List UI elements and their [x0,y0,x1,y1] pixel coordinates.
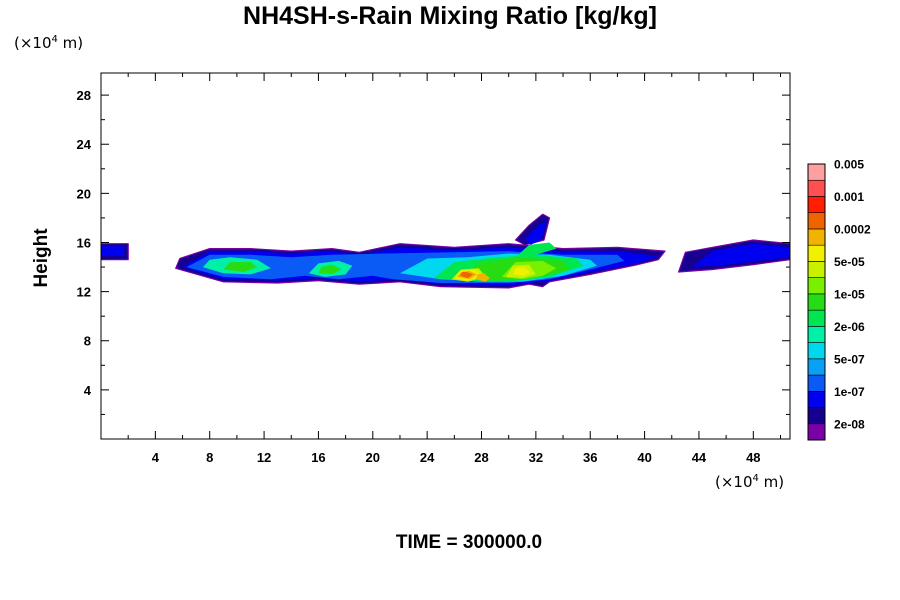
colorbar-label: 0.0002 [834,222,871,236]
colorbar-swatch [807,163,826,181]
y-tick-label: 12 [77,285,91,300]
x-tick-label: 44 [692,450,707,465]
contour-layer [101,213,790,289]
y-unit-label: (×104 m) [14,34,84,52]
colorbar-swatch [807,407,826,425]
colorbar-label: 2e-06 [834,320,865,334]
x-tick-label: 24 [420,450,435,465]
colorbar-swatch [807,358,826,376]
x-tick-label: 12 [257,450,271,465]
colorbar-swatch [807,261,826,278]
x-tick-label: 16 [311,450,325,465]
plot-frame [100,72,791,440]
colorbar-swatch [807,293,826,311]
x-tick-label: 40 [637,450,651,465]
y-tick-label: 28 [77,88,91,103]
colorbar-swatch [807,228,826,246]
contour-region [692,243,790,268]
x-tick-label: 4 [152,450,160,465]
colorbar-label: 2e-08 [834,417,865,431]
colorbar-swatch [807,244,826,262]
contour-region [459,272,474,279]
colorbar-label: 0.001 [834,190,864,204]
x-tick-label: 48 [746,450,760,465]
y-tick-label: 16 [77,235,91,250]
x-tick-label: 32 [529,450,543,465]
colorbar-swatch [807,309,826,327]
contour-region [515,242,557,258]
x-unit-label: (×104 m) [715,473,785,491]
contour-region [525,220,547,245]
x-tick-label: 36 [583,450,597,465]
colorbar-swatch [807,342,826,360]
chart-title: NH4SH-s-Rain Mixing Ratio [kg/kg] [243,2,657,30]
y-tick-label: 24 [77,137,92,152]
x-tick-label: 8 [206,450,213,465]
contour-region [318,264,342,275]
colorbar-swatch [807,326,826,343]
colorbar-label: 1e-07 [834,385,865,399]
colorbar-label: 5e-05 [834,255,865,269]
contour-region [476,273,490,282]
colorbar-frame [807,163,826,441]
x-tick-label: 28 [474,450,488,465]
colorbar-swatch [807,196,826,214]
contour-region [512,267,531,276]
colorbar-swatch [807,277,826,295]
colorbar-swatch [807,423,826,441]
y-tick-label: 4 [84,383,92,398]
contour-region [101,246,125,256]
contour-region [223,262,258,272]
colorbar-label: 1e-05 [834,287,865,301]
time-label: TIME = 300000.0 [395,532,543,553]
colorbar-label: 0.005 [834,158,864,172]
colorbar-swatch [807,374,826,392]
y-tick-label: 8 [84,334,91,349]
colorbar-swatch [807,390,826,408]
colorbar-label: 5e-07 [834,352,865,366]
colorbar-swatch [807,179,826,197]
x-tick-label: 20 [366,450,380,465]
colorbar-swatch [807,212,826,230]
y-tick-label: 20 [77,186,91,201]
